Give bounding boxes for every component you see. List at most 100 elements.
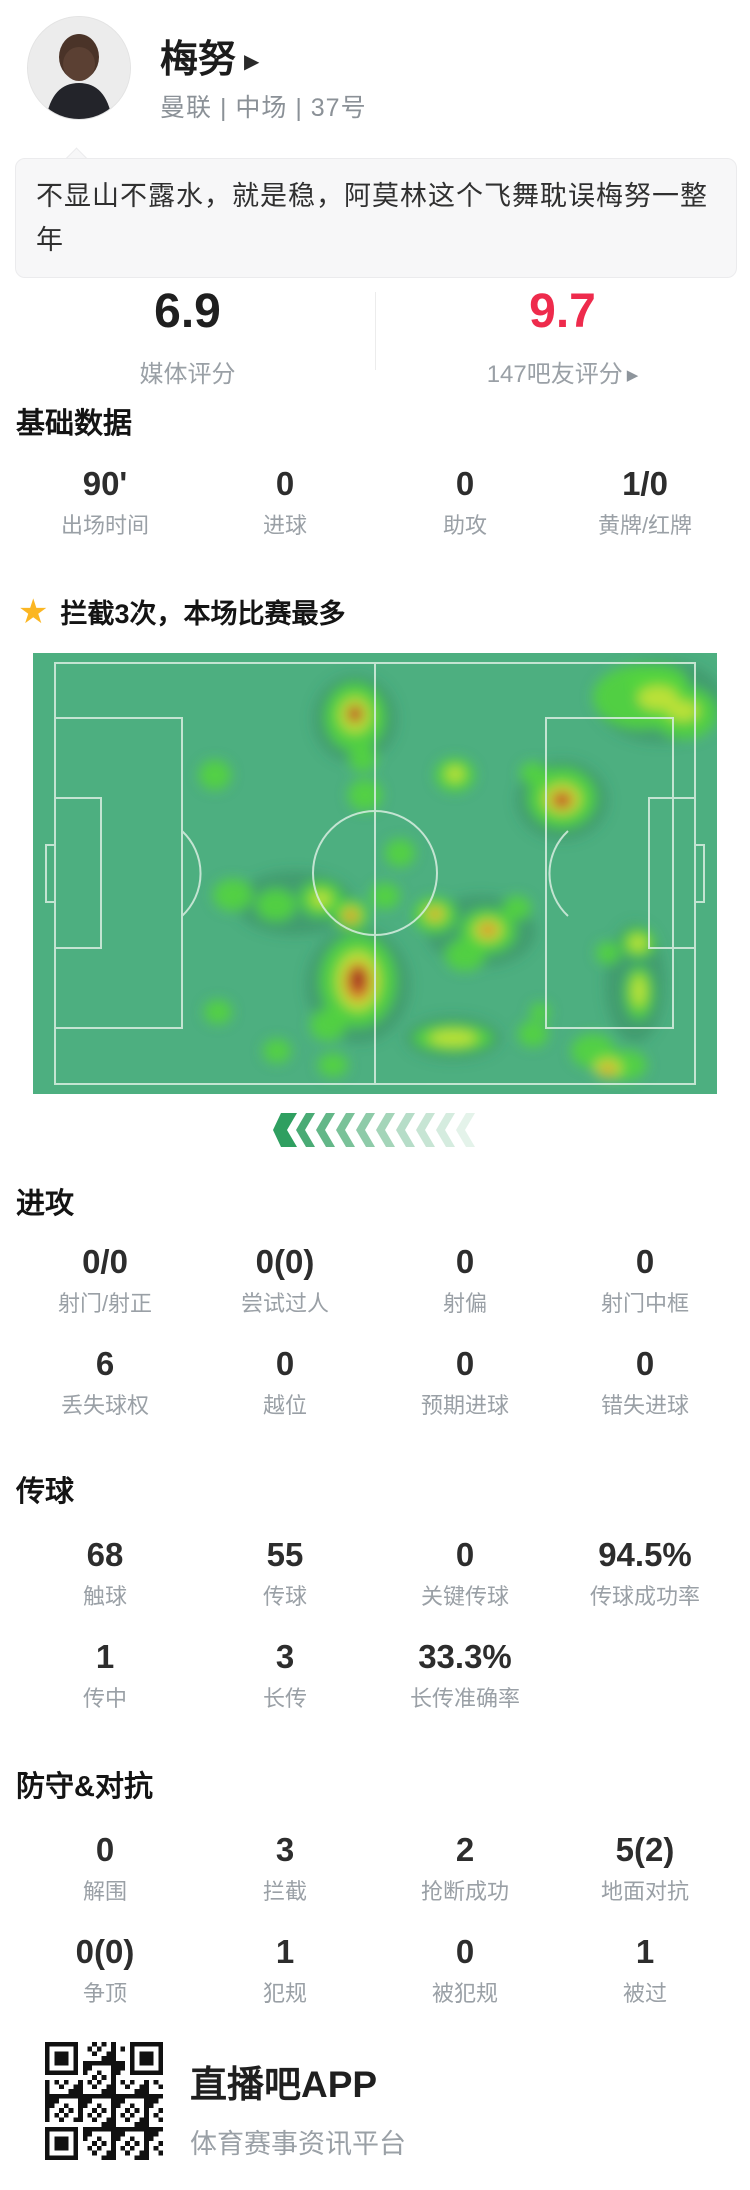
stat-label: 错失进球 [600, 1393, 689, 1418]
stat-cell: 0 进球 [195, 465, 375, 540]
highlight-row: ★ 拦截3次，本场比赛最多 [18, 592, 346, 631]
stat-value: 5(2) [615, 1831, 675, 1868]
stat-label: 射门中框 [600, 1291, 689, 1316]
stat-cell: 90' 出场时间 [15, 465, 195, 540]
passing-stats-grid: 68 触球 55 传球 0 关键传球 94.5% 传球成功率 1 传中 3 长传 33.3% 长传准确率 [15, 1536, 735, 1713]
stat-cell: 5(2) 地面对抗 [555, 1831, 735, 1906]
stat-value: 0 [455, 1933, 475, 1970]
stat-cell: 0 被犯规 [375, 1933, 555, 2008]
pitch-svg [33, 653, 724, 1094]
stat-label: 被犯规 [431, 1981, 498, 2006]
rating-divider [375, 292, 376, 370]
stat-cell: 3 长传 [195, 1638, 375, 1713]
qr-svg [45, 2042, 163, 2160]
stat-cell: 0 解围 [15, 1831, 195, 1906]
stat-value: 3 [275, 1831, 295, 1868]
stat-label: 丢失球权 [60, 1393, 149, 1418]
basic-stats-grid: 90' 出场时间 0 进球 0 助攻 1/0 黄牌/红牌 [15, 465, 735, 540]
stat-value: 0(0) [75, 1933, 135, 1970]
stat-value: 0 [455, 1536, 475, 1573]
section-title-passing: 传球 [16, 1476, 75, 1508]
stat-cell: 0(0) 争顶 [15, 1933, 195, 2008]
stat-value: 55 [266, 1536, 304, 1573]
stat-label: 被过 [622, 1981, 667, 2006]
pitch-lines [45, 662, 705, 1085]
stat-label: 预期进球 [420, 1393, 509, 1418]
stat-label: 争顶 [82, 1981, 127, 2006]
qr-code [45, 2042, 163, 2160]
stat-cell: 94.5% 传球成功率 [555, 1536, 735, 1611]
stat-value: 1/0 [622, 465, 668, 502]
stat-cell: 68 触球 [15, 1536, 195, 1611]
star-icon: ★ [18, 592, 49, 631]
defense-stats-grid: 0 解围 3 拦截 2 抢断成功 5(2) 地面对抗 0(0) 争顶 1 犯规 0 被犯规 1 被过 [15, 1831, 735, 2008]
stat-value: 0/0 [82, 1243, 128, 1280]
stat-cell: 0 助攻 [375, 465, 555, 540]
stat-value: 2 [455, 1831, 475, 1868]
stat-value: 1 [95, 1638, 115, 1675]
stat-cell: 6 丢失球权 [15, 1345, 195, 1420]
stat-value: 3 [275, 1638, 295, 1675]
stat-cell: 0 射门中框 [555, 1243, 735, 1318]
stat-value: 94.5% [598, 1536, 692, 1573]
heatmap-pitch [33, 653, 724, 1094]
stat-value: 0 [455, 1345, 475, 1382]
stat-label: 解围 [82, 1879, 127, 1904]
player-name-row[interactable]: 梅努 ▶ [160, 28, 259, 83]
stat-value: 0 [95, 1831, 115, 1868]
stat-cell: 1 犯规 [195, 1933, 375, 2008]
stat-cell: 0 错失进球 [555, 1345, 735, 1420]
media-rating-score: 6.9 [154, 285, 221, 338]
stat-cell: 0 关键传球 [375, 1536, 555, 1611]
stat-label: 关键传球 [420, 1584, 509, 1609]
stat-value: 6 [95, 1345, 115, 1382]
stat-label: 射门/射正 [57, 1291, 153, 1316]
section-title-basic: 基础数据 [16, 408, 133, 440]
stat-label: 射偏 [442, 1291, 487, 1316]
player-team-position-number: 曼联 | 中场 | 37号 [160, 94, 367, 122]
stat-value: 90' [82, 465, 128, 502]
stat-cell: 3 拦截 [195, 1831, 375, 1906]
stat-label: 传中 [82, 1686, 127, 1711]
stat-label: 越位 [262, 1393, 307, 1418]
stat-value: 1 [275, 1933, 295, 1970]
stat-label: 黄牌/红牌 [597, 513, 693, 538]
media-rating-label: 媒体评分 [139, 361, 236, 388]
section-title-defense: 防守&对抗 [16, 1771, 153, 1803]
stat-cell: 1 传中 [15, 1638, 195, 1713]
app-name: 直播吧APP [190, 2064, 378, 2105]
fan-rating-label: 147吧友评分 ▶ [486, 361, 639, 388]
chevron-right-icon: ▶ [626, 367, 639, 384]
stat-cell: 1 被过 [555, 1933, 735, 2008]
stat-label: 尝试过人 [240, 1291, 329, 1316]
stat-value: 0 [635, 1345, 655, 1382]
stat-cell: 33.3% 长传准确率 [375, 1638, 555, 1713]
stat-cell: 0(0) 尝试过人 [195, 1243, 375, 1318]
stat-cell: 2 抢断成功 [375, 1831, 555, 1906]
heatmap-layer [199, 659, 724, 1080]
stat-label: 地面对抗 [600, 1879, 689, 1904]
stat-label: 抢断成功 [420, 1879, 509, 1904]
stat-cell: 55 传球 [195, 1536, 375, 1611]
stat-value: 33.3% [418, 1638, 512, 1675]
stat-value: 68 [86, 1536, 124, 1573]
chevrons-svg [273, 1113, 475, 1147]
media-rating-block: 6.9 媒体评分 [0, 284, 375, 389]
stat-label: 长传准确率 [409, 1686, 520, 1711]
attack-stats-grid: 0/0 射门/射正 0(0) 尝试过人 0 射偏 0 射门中框 6 丢失球权 0 越位 0 预期进球 0 错失… [15, 1243, 735, 1420]
stat-label: 传球成功率 [589, 1584, 700, 1609]
stat-value: 0 [635, 1243, 655, 1280]
fan-rating-block[interactable]: 9.7 147吧友评分 ▶ [375, 284, 750, 389]
stat-label: 拦截 [262, 1879, 307, 1904]
stat-cell: 0 射偏 [375, 1243, 555, 1318]
highlight-text: 拦截3次，本场比赛最多 [60, 599, 346, 629]
stat-cell: 0 越位 [195, 1345, 375, 1420]
stat-label: 出场时间 [60, 513, 149, 538]
attack-direction-chevrons [273, 1112, 477, 1153]
stat-label: 传球 [262, 1584, 307, 1609]
stat-value: 0(0) [255, 1243, 315, 1280]
stat-value: 0 [275, 465, 295, 502]
player-avatar[interactable] [27, 16, 131, 120]
stat-label: 助攻 [442, 513, 487, 538]
chevron-right-icon: ▶ [244, 51, 260, 73]
